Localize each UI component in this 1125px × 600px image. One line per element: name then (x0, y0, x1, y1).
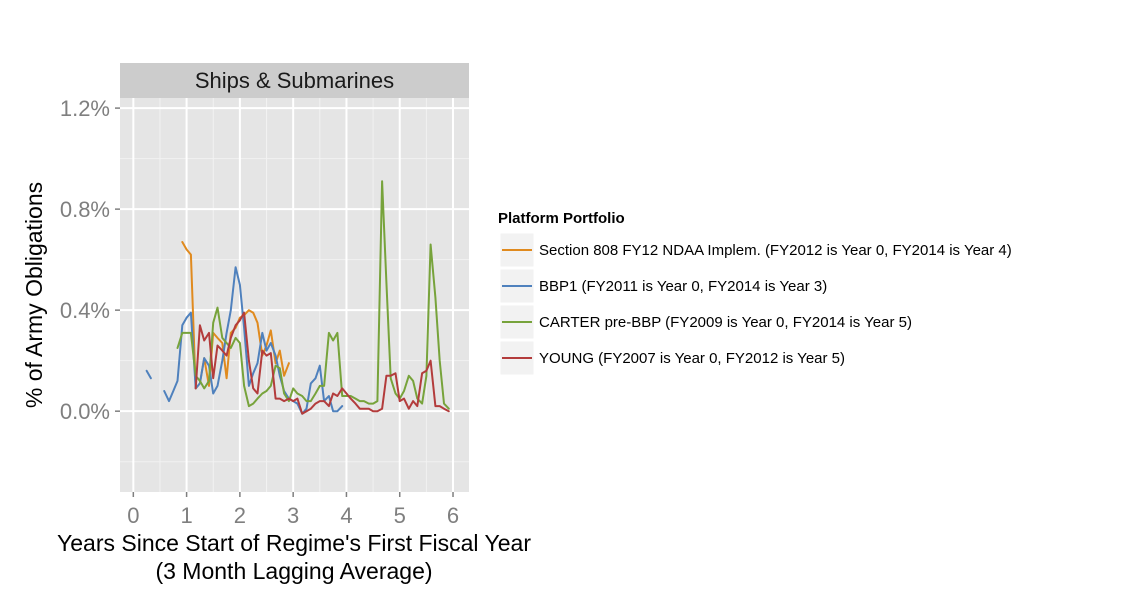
legend-label: YOUNG (FY2007 is Year 0, FY2012 is Year … (539, 350, 845, 367)
legend-label: Section 808 FY12 NDAA Implem. (FY2012 is… (539, 242, 1012, 259)
series-line-4 (194, 311, 450, 415)
x-tick-label: 4 (340, 503, 352, 528)
facet-strip (120, 63, 469, 98)
x-tick-label: 6 (447, 503, 459, 528)
x-axis: 0 1 2 3 4 5 6 (127, 492, 459, 528)
x-tick-label: 3 (287, 503, 299, 528)
facet-title: Ships & Submarines (195, 68, 394, 93)
series-line-2 (145, 369, 152, 380)
x-tick-label: 2 (234, 503, 246, 528)
x-axis-subtitle: (3 Month Lagging Average) (155, 558, 432, 584)
y-tick-label: 0.0% (60, 399, 110, 424)
x-tick-label: 5 (394, 503, 406, 528)
y-tick-label: 1.2% (60, 96, 110, 121)
plot-panel (120, 98, 469, 492)
y-tick-label: 0.4% (60, 298, 110, 323)
x-tick-label: 1 (180, 503, 192, 528)
grid-lines (120, 98, 469, 492)
legend-items: Section 808 FY12 NDAA Implem. (FY2012 is… (499, 232, 1012, 376)
x-axis-title: Years Since Start of Regime's First Fisc… (57, 530, 531, 556)
y-axis: 0.0% 0.4% 0.8% 1.2% (60, 96, 120, 424)
legend-label: CARTER pre-BBP (FY2009 is Year 0, FY2014… (539, 314, 912, 331)
y-tick-label: 0.8% (60, 197, 110, 222)
legend-title: Platform Portfolio (498, 210, 625, 227)
series-line-3 (176, 180, 450, 410)
legend-label: BBP1 (FY2011 is Year 0, FY2014 is Year 3… (539, 278, 827, 295)
y-axis-title: % of Army Obligations (21, 182, 47, 408)
legend: Platform Portfolio Section 808 FY12 NDAA… (498, 210, 1012, 376)
series-layer (145, 180, 450, 415)
x-tick-label: 0 (127, 503, 139, 528)
